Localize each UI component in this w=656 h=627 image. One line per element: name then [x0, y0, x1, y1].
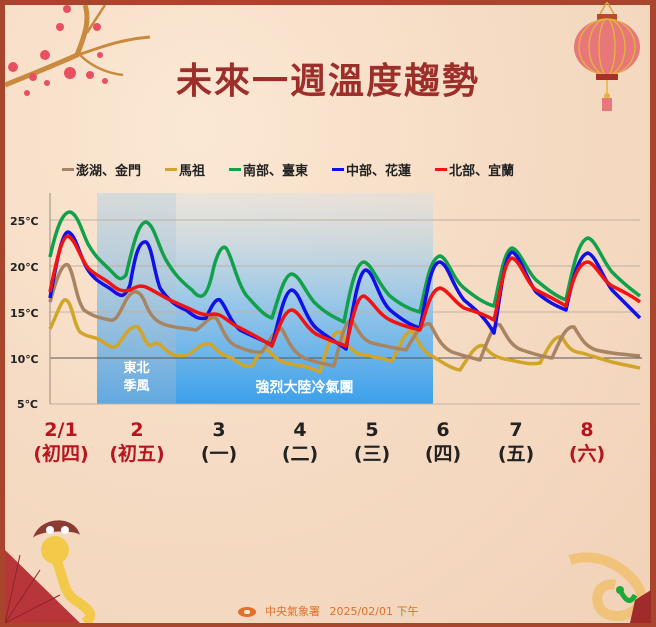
- legend-item-penghu-kinmen: 澎湖、金門: [62, 160, 141, 179]
- x-label-sub: (三): [353, 443, 391, 465]
- x-label-day: 3: [212, 419, 226, 441]
- page-title: 未來一週溫度趨勢: [175, 61, 480, 102]
- footer-date: 2025/02/01 下午: [329, 605, 419, 618]
- x-label-feb6: 6 (四): [403, 418, 483, 466]
- legend-swatch: [332, 168, 345, 171]
- x-label-feb3: 3 (一): [179, 418, 259, 466]
- x-label-sub: (六): [568, 443, 606, 465]
- x-label-day: 6: [436, 419, 450, 441]
- x-label-day: 5: [365, 419, 379, 441]
- legend-swatch: [165, 168, 178, 171]
- y-tick-20: 20℃: [10, 261, 39, 274]
- golden-ribbon-snake-icon: [568, 552, 651, 623]
- x-label-feb1: 2/1 (初四): [21, 418, 101, 466]
- series-line-matsu: [48, 298, 641, 374]
- x-label-day: 4: [293, 419, 307, 441]
- legend-item-central-hualien: 中部、花蓮: [332, 160, 411, 179]
- series-line-penghu-kinmen: [48, 263, 641, 368]
- y-tick-15: 15℃: [10, 307, 39, 320]
- x-label-feb2: 2 (初五): [97, 418, 177, 466]
- x-label-sub: (二): [281, 443, 319, 465]
- northeast-monsoon-band: [97, 193, 176, 404]
- x-label-day: 2: [130, 419, 144, 441]
- x-label-sub: (初五): [109, 443, 165, 465]
- x-label-sub: (一): [200, 443, 238, 465]
- legend-label: 中部、花蓮: [346, 164, 412, 179]
- x-label-day: 2/1: [44, 419, 78, 441]
- legend-item-south-taitung: 南部、臺東: [229, 160, 308, 179]
- series-line-north-yilan: [48, 234, 642, 348]
- legend-label: 北部、宜蘭: [449, 164, 515, 179]
- x-axis-labels: 2/1 (初四) 2 (初五) 3 (一) 4 (二) 5 (三) 6 (四) 7 (五) 8…: [0, 418, 656, 478]
- x-label-sub: (四): [424, 443, 462, 465]
- y-tick-5: 5℃: [17, 398, 38, 411]
- cwa-logo-icon: [237, 607, 256, 617]
- x-label-sub: (五): [497, 443, 535, 465]
- legend-swatch: [435, 168, 448, 171]
- x-label-feb8: 8 (六): [547, 418, 627, 466]
- band-label-line: 東北: [123, 361, 150, 376]
- x-label-feb7: 7 (五): [476, 418, 556, 466]
- northeast-monsoon-label: 東北 季風: [97, 360, 176, 396]
- x-label-feb4: 4 (二): [260, 418, 340, 466]
- series-line-south-taitung: [48, 210, 642, 324]
- y-tick-25: 25℃: [10, 215, 39, 228]
- legend-swatch: [229, 168, 242, 171]
- band-label-line: 季風: [123, 379, 150, 394]
- footer-credit: 中央氣象署 2025/02/01 下午: [0, 603, 656, 619]
- footer-agency: 中央氣象署: [265, 605, 321, 618]
- legend-label: 馬祖: [179, 164, 206, 179]
- x-label-sub: (初四): [33, 443, 89, 465]
- x-label-feb5: 5 (三): [332, 418, 412, 466]
- plum-blossom-branch-icon: [5, 5, 151, 96]
- lion-dance-snake-fan-icon: [5, 520, 96, 623]
- chart-legend: 澎湖、金門 馬祖 南部、臺東 中部、花蓮 北部、宜蘭: [62, 160, 538, 179]
- legend-swatch: [62, 168, 74, 171]
- cold-air-mass-label: 強烈大陸冷氣團: [255, 380, 354, 396]
- legend-item-matsu: 馬祖: [165, 160, 205, 179]
- legend-label: 南部、臺東: [243, 164, 309, 179]
- legend-label: 澎湖、金門: [76, 164, 142, 179]
- x-label-day: 8: [580, 419, 594, 441]
- legend-item-north-yilan: 北部、宜蘭: [435, 160, 514, 179]
- y-tick-10: 10℃: [10, 353, 39, 366]
- x-label-day: 7: [509, 419, 523, 441]
- red-lantern-icon: [574, 2, 640, 111]
